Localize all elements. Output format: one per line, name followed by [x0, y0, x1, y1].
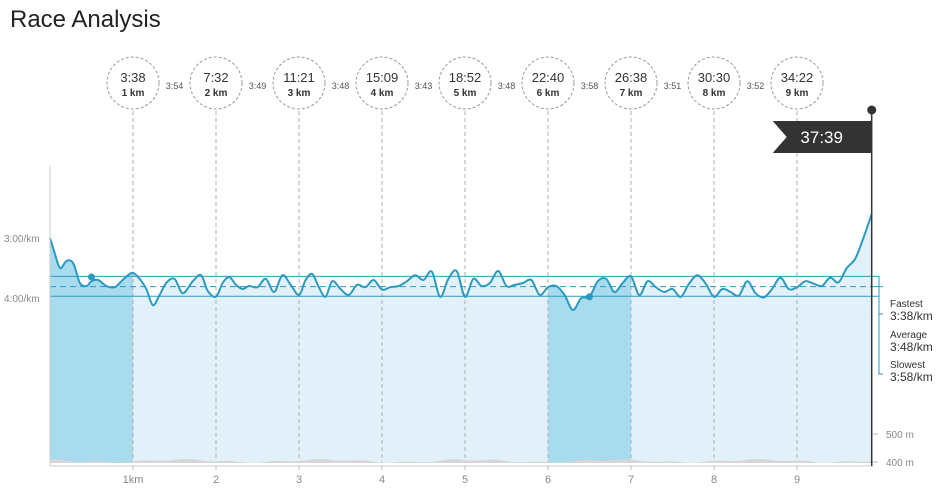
split-pace-5: 3:48 [498, 81, 516, 91]
split-circle-1 [106, 56, 160, 110]
highlight-range-1 [50, 238, 133, 463]
legend-connector-fastest [873, 275, 883, 315]
axes: 1km 2 3 4 5 6 7 8 9 3:00/km 4:00/km 500 m 400 m [4, 166, 914, 486]
split-elapsed-7: 26:38 [615, 70, 648, 85]
legend-connector-slowest [873, 295, 883, 375]
split-pace-8: 3:52 [747, 81, 765, 91]
legend-value-average: 3:48/km [890, 340, 933, 354]
split-pace-3: 3:48 [332, 81, 350, 91]
page-title: Race Analysis [10, 6, 161, 33]
split-circle-9 [770, 56, 824, 110]
split-pace-2: 3:49 [249, 81, 267, 91]
pace-series [49, 213, 873, 311]
legend-name-fastest: Fastest [890, 299, 923, 310]
split-km-label-9: 9 km [786, 88, 809, 99]
y-tick-label-2: 4:00/km [4, 294, 40, 305]
split-elapsed-1: 3:38 [120, 70, 145, 85]
finish-flag: 37:39 [772, 105, 877, 466]
split-circle-7 [604, 56, 658, 110]
split-pace-7: 3:51 [664, 81, 682, 91]
legend-name-average: Average [890, 330, 928, 341]
split-elapsed-9: 34:22 [781, 70, 814, 85]
elevation-tick-label-2: 400 m [886, 458, 914, 469]
x-tick-label-7: 7 [628, 474, 634, 486]
elevation-tick-label-1: 500 m [886, 430, 914, 441]
legend-name-slowest: Slowest [890, 360, 925, 371]
split-km-label-5: 5 km [454, 88, 477, 99]
split-elapsed-8: 30:30 [698, 70, 731, 85]
elevation-profile [50, 458, 873, 464]
split-circle-6 [521, 56, 575, 110]
split-elapsed-4: 15:09 [366, 70, 399, 85]
split-circles: 3:38 1 km 3:54 7:32 2 km 3:49 11:21 3 km 3:48 15:… [106, 56, 824, 110]
legend-value-fastest: 3:38/km [890, 309, 933, 323]
highlight-fills [50, 214, 872, 463]
y-tick-label-1: 3:00/km [4, 234, 40, 245]
highlight-range-2 [548, 276, 631, 463]
split-km-label-6: 6 km [537, 88, 560, 99]
split-pace-6: 3:58 [581, 81, 599, 91]
split-km-label-1: 1 km [122, 88, 145, 99]
pace-marker-1 [88, 273, 95, 281]
split-circle-5 [438, 56, 492, 110]
finish-pole-cap [867, 105, 877, 115]
x-tick-label-3: 3 [296, 474, 302, 486]
finish-time: 37:39 [800, 128, 843, 147]
split-km-label-3: 3 km [288, 88, 311, 99]
split-circle-8 [687, 56, 741, 110]
split-circle-2 [189, 56, 243, 110]
x-tick-label-2: 2 [213, 474, 219, 486]
split-elapsed-2: 7:32 [203, 70, 228, 85]
x-tick-label-1: 1km [123, 474, 144, 486]
split-km-label-4: 4 km [371, 88, 394, 99]
x-tick-label-8: 8 [711, 474, 717, 486]
x-tick-label-4: 4 [379, 474, 385, 486]
finish-flag-banner [772, 121, 872, 153]
split-km-label-8: 8 km [703, 88, 726, 99]
x-tick-label-6: 6 [545, 474, 551, 486]
split-km-label-7: 7 km [620, 88, 643, 99]
split-km-label-2: 2 km [205, 88, 228, 99]
split-circle-3 [272, 56, 326, 110]
split-pace-1: 3:54 [166, 81, 184, 91]
x-tick-label-9: 9 [794, 474, 800, 486]
elevation-area [50, 458, 873, 464]
pace-line [49, 213, 873, 311]
split-circle-4 [355, 56, 409, 110]
split-pace-4: 3:43 [415, 81, 433, 91]
pace-marker-2 [586, 293, 593, 301]
split-elapsed-3: 11:21 [283, 70, 315, 85]
x-tick-label-5: 5 [462, 474, 468, 486]
legend-value-slowest: 3:58/km [890, 370, 933, 384]
split-elapsed-5: 18:52 [449, 70, 482, 85]
split-elapsed-6: 22:40 [532, 70, 565, 85]
pace-area-fill [50, 214, 872, 463]
